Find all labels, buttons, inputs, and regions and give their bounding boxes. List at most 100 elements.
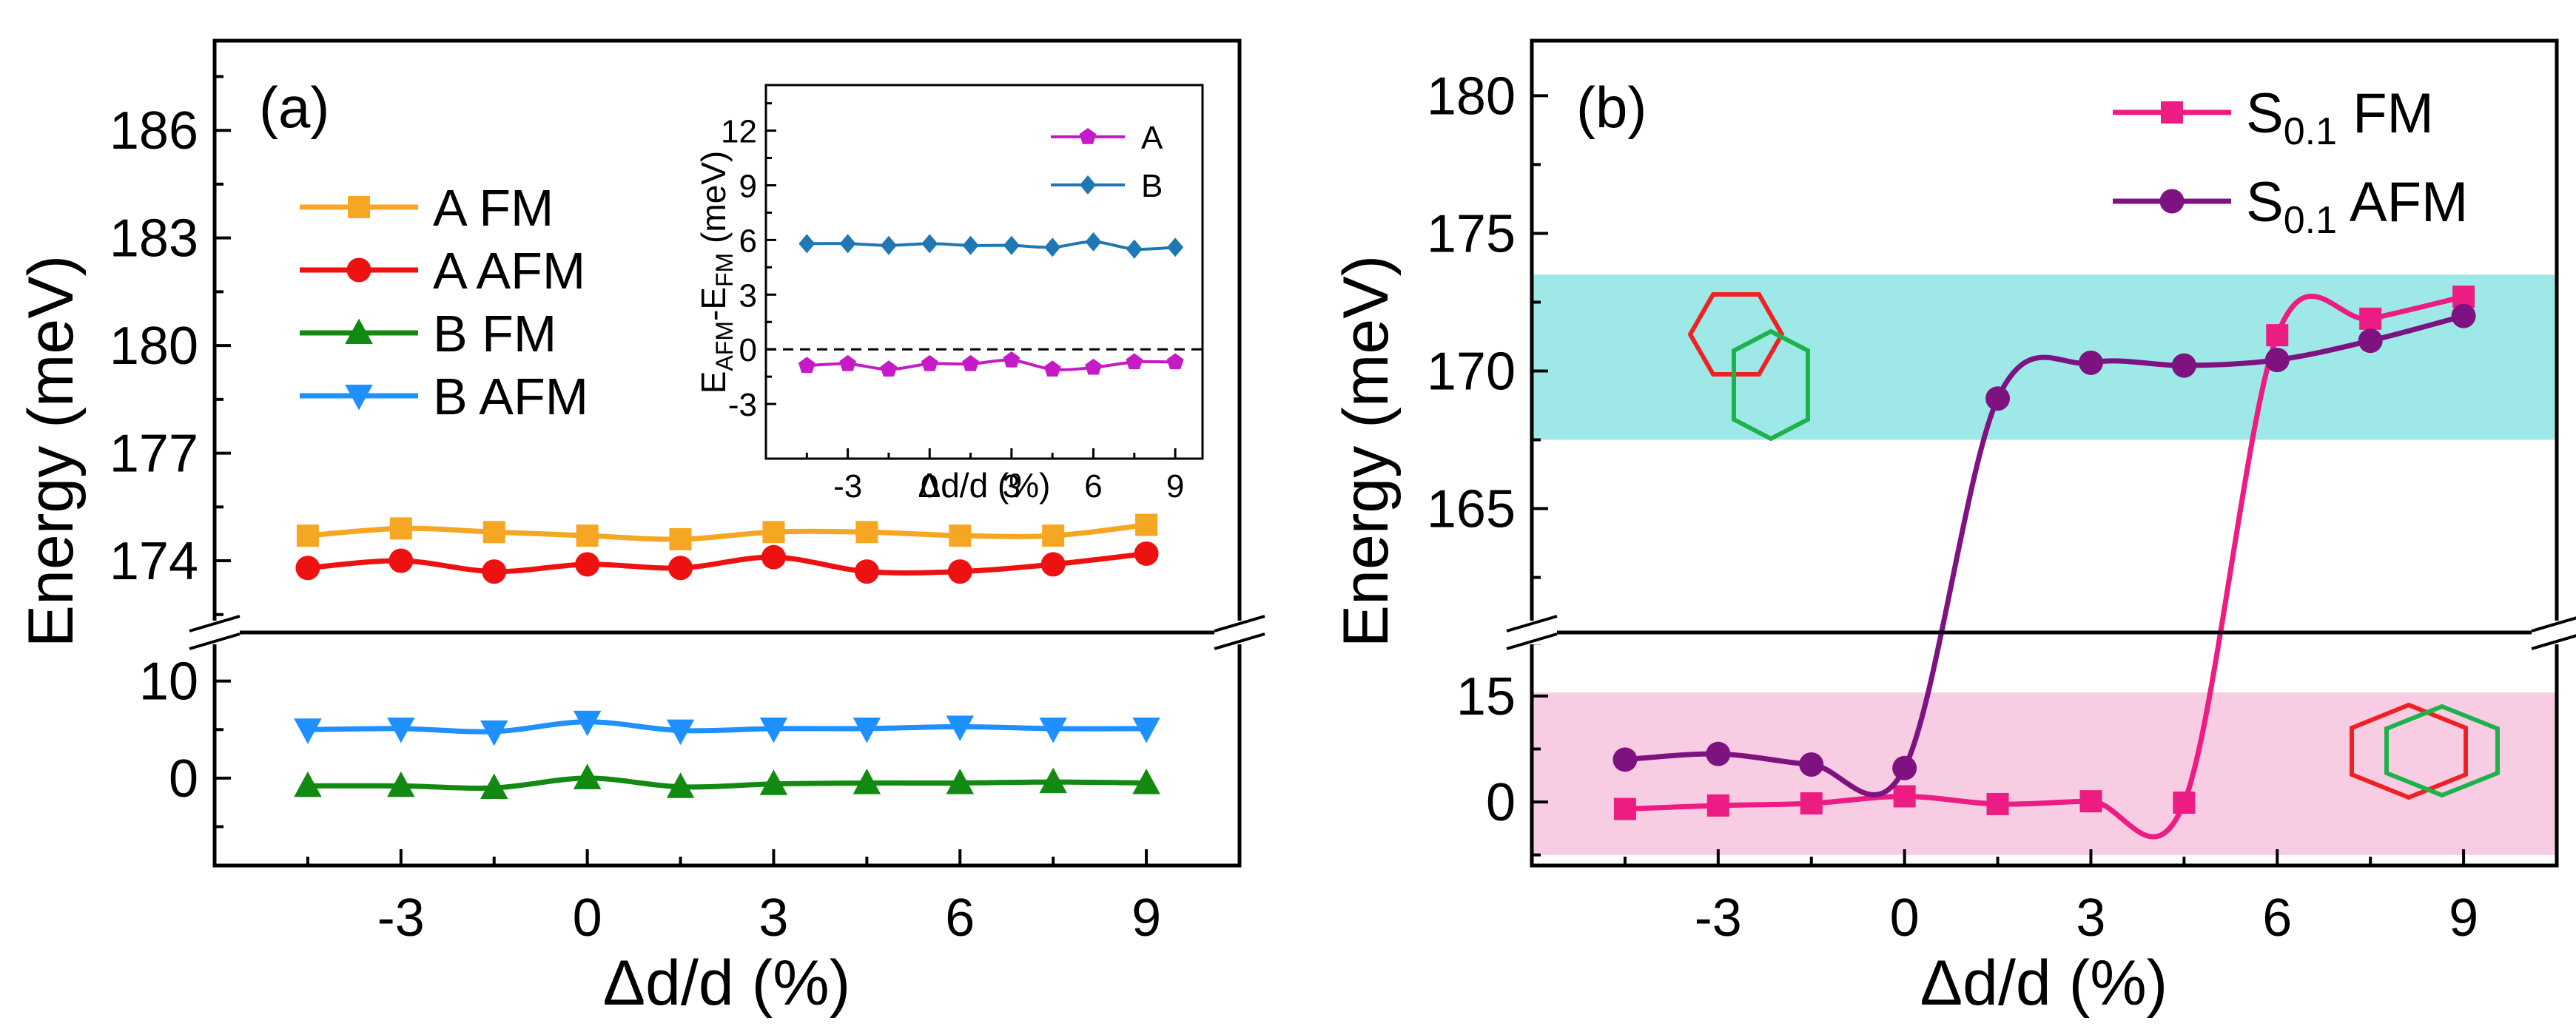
- inset-data-point-marker: [839, 234, 856, 254]
- axis-break-mark: [189, 632, 241, 650]
- axis-break-mark: [1506, 615, 1558, 632]
- panel-b-plot-layer: [1612, 286, 2476, 840]
- x-tick-label: 0: [1890, 888, 1920, 948]
- data-point-marker: [949, 524, 972, 547]
- inset-x-tick-label: 3: [1003, 468, 1020, 505]
- inset-x-axis-label: Δd/d (%): [918, 466, 1051, 505]
- inset-legend-marker: [1080, 175, 1096, 195]
- data-point-marker: [1042, 524, 1065, 547]
- data-point-marker: [387, 717, 415, 743]
- inset-data-point-marker: [1126, 239, 1143, 259]
- panel-b-label: (b): [1576, 75, 1647, 140]
- data-point-marker: [1800, 792, 1823, 814]
- data-point-marker: [573, 710, 602, 737]
- legend-label-0: S0.1 FM: [2246, 82, 2434, 153]
- data-point-marker: [294, 771, 322, 797]
- data-point-marker: [1613, 797, 1636, 820]
- y-tick-label-upper: 165: [1427, 480, 1516, 539]
- series-line: [307, 719, 1147, 735]
- data-point-marker: [387, 771, 415, 797]
- data-point-marker: [762, 521, 785, 544]
- data-point-marker: [1134, 541, 1159, 566]
- data-point-marker: [759, 717, 788, 743]
- legend-label-0: A FM: [433, 179, 554, 237]
- shaded-band-lower: [1532, 692, 2557, 855]
- data-point-marker: [1985, 386, 2011, 411]
- panel-b: -3 0 3 6 9 165 170 175 180 0 15 (b) Energy (meV) Δ…: [1331, 38, 2576, 1019]
- inset-data-point-marker: [798, 234, 815, 254]
- data-point-marker: [480, 773, 508, 799]
- data-point-marker: [1706, 741, 1731, 766]
- inset-y-tick-label: 0: [739, 332, 757, 368]
- hexagon-pair-icon-upper: [1687, 292, 1810, 442]
- data-point-marker: [576, 524, 599, 547]
- inset-series-line: [807, 240, 1176, 251]
- data-point-marker: [1040, 552, 1066, 577]
- hexagon-pair-icon-lower: [2350, 702, 2500, 800]
- axis-break-mark: [1214, 632, 1265, 650]
- panel-a-y-axis-label: Energy (meV): [16, 255, 87, 648]
- panel-b-ticks: -3 0 3 6 9 165 170 175 180 0 15: [1427, 67, 2576, 948]
- x-tick-label: 3: [2076, 888, 2105, 948]
- legend-label-1: S0.1 AFM: [2246, 171, 2468, 242]
- inset-y-tick-label: -3: [728, 387, 757, 423]
- data-point-marker: [1135, 513, 1158, 536]
- panel-a-inset: -3 0 3 6 9 -3 0 3 6 9 12 AB Δd/d (%) EAFM-EFM (meV…: [694, 84, 1204, 505]
- y-tick-label-upper: 180: [110, 317, 198, 376]
- data-point-marker: [482, 521, 505, 544]
- inset-frame: [764, 84, 1204, 460]
- data-point-marker: [389, 517, 412, 540]
- legend-label-sub: 0.1: [2284, 199, 2337, 242]
- data-point-marker: [2451, 303, 2476, 328]
- inset-data-point-marker: [921, 354, 938, 371]
- inset-ticks: -3 0 3 6 9 -3 0 3 6 9 12: [721, 102, 1184, 505]
- panel-a-label: (a): [259, 75, 329, 140]
- panel-a-ticks: -3 0 3 6 9 174 177 180 183 186 0 10: [110, 75, 1265, 948]
- inset-data-point-marker: [1085, 232, 1102, 252]
- legend-marker: [2161, 101, 2183, 124]
- inset-y-tick-label: 3: [739, 277, 757, 314]
- inset-data-point-marker: [880, 235, 897, 255]
- data-point-marker: [296, 524, 319, 547]
- data-point-marker: [855, 521, 878, 544]
- data-point-marker: [2266, 324, 2289, 347]
- y-tick-label-lower: 0: [169, 749, 198, 809]
- y-tick-label-lower: 15: [1456, 667, 1516, 726]
- series-line: [307, 550, 1147, 576]
- legend-label-rest: FM: [2337, 82, 2434, 145]
- data-point-marker: [480, 720, 508, 746]
- y-tick-label-upper: 186: [110, 101, 198, 161]
- data-point-marker: [946, 715, 975, 741]
- series-line: [1624, 294, 2464, 840]
- panel-a-frame-lower: [212, 630, 1242, 868]
- data-point-marker: [2264, 348, 2290, 373]
- inset-data-point-marker: [1044, 237, 1061, 257]
- series-line: [307, 775, 1147, 791]
- inset-y-label-sub1: AFM: [711, 321, 738, 371]
- axis-break-mark: [2531, 634, 2576, 650]
- legend-label-3: B AFM: [433, 368, 588, 425]
- inset-y-axis-label: EAFM-EFM (meV): [694, 151, 738, 394]
- data-point-marker: [669, 527, 692, 550]
- data-point-marker: [2173, 792, 2196, 814]
- legend-label-main: S: [2246, 171, 2284, 234]
- legend-marker: [345, 385, 373, 411]
- green-hexagon-icon: [1732, 328, 1810, 442]
- inset-y-label-main: E: [694, 371, 733, 394]
- inset-data-point-marker: [1167, 237, 1184, 257]
- data-point-marker: [295, 556, 320, 581]
- data-point-marker: [852, 717, 881, 743]
- data-point-marker: [759, 769, 788, 795]
- y-tick-label-upper: 175: [1427, 204, 1516, 263]
- legend-label-1: A AFM: [433, 242, 585, 300]
- y-tick-label-lower: 10: [139, 652, 198, 712]
- inset-series-line: [807, 358, 1176, 371]
- panel-a-plot-layer: [294, 513, 1160, 799]
- data-point-marker: [1039, 717, 1067, 743]
- data-point-marker: [1986, 792, 2009, 815]
- y-tick-label-lower: 0: [1486, 773, 1516, 832]
- inset-data-point-marker: [921, 234, 938, 254]
- y-tick-label-upper: 183: [110, 209, 198, 269]
- legend-marker: [346, 257, 371, 283]
